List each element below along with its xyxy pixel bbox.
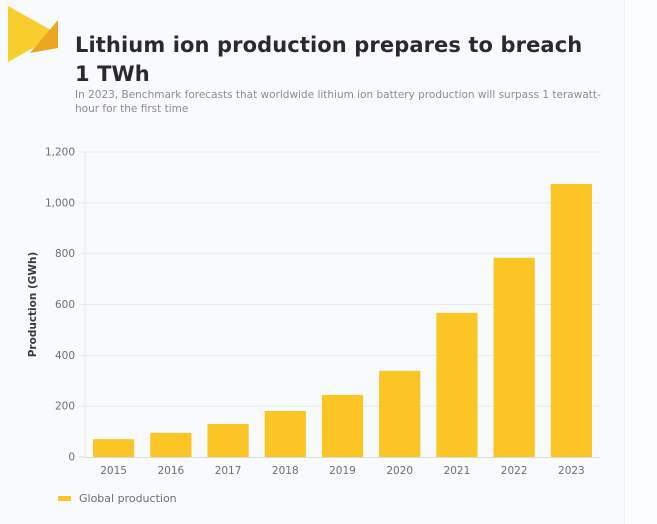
bar: [264, 410, 306, 457]
x-tick-label: 2023: [558, 465, 585, 477]
y-tick-label: 1,200: [45, 147, 75, 159]
legend-label: Global production: [79, 492, 177, 505]
x-tick-label: 2016: [157, 465, 184, 477]
bar: [207, 423, 249, 457]
y-tick-label: 200: [55, 401, 75, 413]
legend-swatch: [58, 496, 71, 501]
bar: [493, 257, 535, 457]
bar: [436, 312, 478, 457]
chart-title: Lithium ion production prepares to breac…: [75, 33, 583, 86]
x-axis-ticks: 2015 2016 2017 2018 2019 2020 2021 2022 2023: [100, 465, 585, 477]
logo-dark-facet: [30, 20, 58, 53]
y-tick-label: 800: [55, 248, 75, 260]
x-tick-label: 2020: [386, 465, 413, 477]
x-tick-label: 2018: [272, 465, 299, 477]
y-axis-title: Production (GWh): [27, 252, 39, 358]
x-tick-label: 2021: [444, 465, 471, 477]
y-axis-ticks: 0 200 400 600 800 1,000 1,200: [45, 147, 75, 464]
x-tick-label: 2015: [100, 465, 127, 477]
benchmark-logo-icon: [8, 6, 58, 62]
y-tick-label: 1,000: [45, 197, 75, 209]
bars: [93, 184, 592, 457]
bar: [379, 370, 421, 457]
legend: Global production: [58, 492, 177, 505]
bar: [150, 432, 192, 457]
chart-subtitle: In 2023, Benchmark forecasts that worldw…: [75, 89, 601, 115]
bar: [550, 184, 592, 457]
panel-edge: [624, 0, 657, 524]
x-tick-label: 2022: [501, 465, 528, 477]
x-tick-label: 2017: [215, 465, 242, 477]
x-tick-label: 2019: [329, 465, 356, 477]
bar: [321, 394, 364, 457]
y-tick-label: 0: [68, 452, 75, 464]
y-tick-label: 600: [55, 299, 75, 311]
logo-light-facet: [8, 6, 58, 62]
bar: [93, 439, 135, 457]
y-tick-label: 400: [55, 350, 75, 362]
